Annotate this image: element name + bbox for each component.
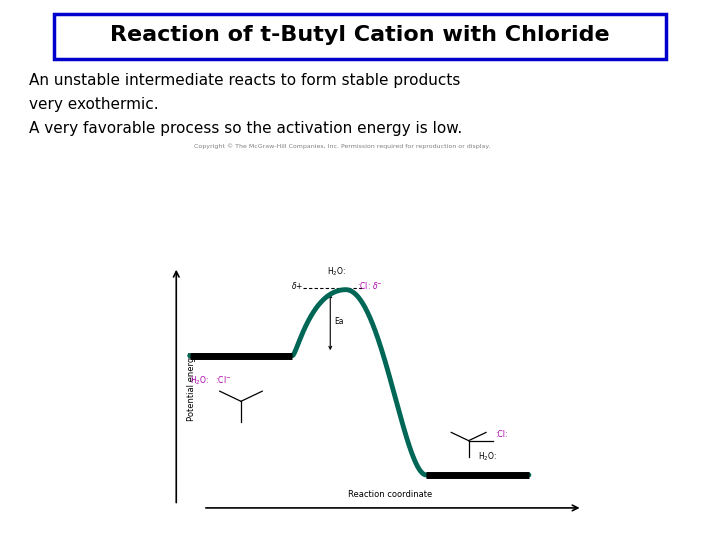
Text: :Cl:: :Cl: — [495, 430, 508, 439]
Text: very exothermic.: very exothermic. — [29, 97, 158, 112]
Text: A very favorable process so the activation energy is low.: A very favorable process so the activati… — [29, 122, 462, 137]
FancyBboxPatch shape — [54, 14, 666, 59]
Text: $\delta$+: $\delta$+ — [291, 280, 303, 292]
Text: :Cl: $\delta$$^{-}$: :Cl: $\delta$$^{-}$ — [357, 280, 383, 292]
Text: Ea: Ea — [335, 317, 344, 326]
Text: An unstable intermediate reacts to form stable products: An unstable intermediate reacts to form … — [29, 73, 460, 88]
Text: Potential energy: Potential energy — [187, 352, 197, 421]
Text: Reaction of t-Butyl Cation with Chloride: Reaction of t-Butyl Cation with Chloride — [110, 25, 610, 45]
Text: Reaction coordinate: Reaction coordinate — [348, 490, 433, 499]
Text: H$_2$O:   :Cl$^{-}$: H$_2$O: :Cl$^{-}$ — [189, 375, 231, 387]
Text: H$_2$O:: H$_2$O: — [477, 451, 497, 463]
Text: H$_2$O:: H$_2$O: — [328, 266, 346, 278]
Text: Copyright © The McGraw-Hill Companies, Inc. Permission required for reproduction: Copyright © The McGraw-Hill Companies, I… — [194, 143, 490, 148]
